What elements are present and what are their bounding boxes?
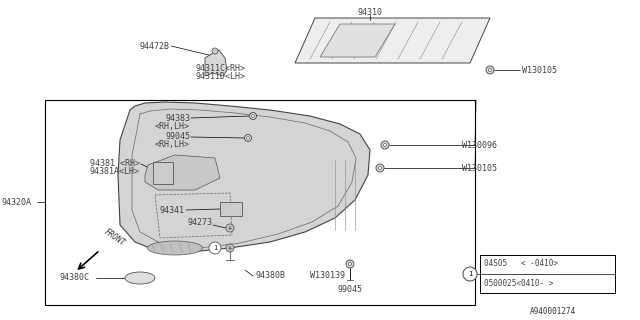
Polygon shape	[118, 102, 370, 252]
Circle shape	[381, 141, 389, 149]
Text: <RH,LH>: <RH,LH>	[155, 140, 190, 148]
Ellipse shape	[125, 272, 155, 284]
Bar	[480, 255, 615, 293]
Text: 99045: 99045	[337, 285, 362, 294]
Circle shape	[250, 113, 257, 119]
Text: 1: 1	[213, 245, 217, 251]
Circle shape	[226, 224, 234, 232]
Circle shape	[488, 68, 492, 72]
Text: 94472B: 94472B	[140, 42, 170, 51]
Text: 99045: 99045	[165, 132, 190, 140]
Circle shape	[486, 66, 494, 74]
Text: W130105: W130105	[522, 66, 557, 75]
Polygon shape	[145, 155, 220, 190]
Circle shape	[383, 143, 387, 147]
Bar	[153, 162, 173, 184]
Text: 94381A<LH>: 94381A<LH>	[90, 166, 140, 175]
Circle shape	[244, 134, 252, 141]
Ellipse shape	[147, 241, 202, 255]
Text: FRONT: FRONT	[103, 228, 127, 248]
Text: 94380C: 94380C	[60, 274, 90, 283]
Bar	[45, 100, 475, 305]
Circle shape	[463, 267, 477, 281]
Text: W130105: W130105	[462, 164, 497, 172]
Polygon shape	[295, 18, 490, 63]
Text: A940001274: A940001274	[530, 308, 576, 316]
Circle shape	[246, 137, 250, 140]
Polygon shape	[320, 24, 395, 57]
Text: 94273: 94273	[187, 218, 212, 227]
Circle shape	[348, 262, 351, 266]
Text: 04S05   < -0410>: 04S05 < -0410>	[484, 260, 558, 268]
Circle shape	[252, 115, 255, 117]
Polygon shape	[205, 50, 227, 76]
Text: 94380B: 94380B	[255, 271, 285, 281]
Circle shape	[376, 164, 384, 172]
Circle shape	[212, 48, 218, 54]
Text: 94381 <RH>: 94381 <RH>	[90, 158, 140, 167]
Text: W130096: W130096	[462, 140, 497, 149]
Circle shape	[226, 244, 234, 252]
Circle shape	[378, 166, 381, 170]
Text: 1: 1	[468, 271, 472, 277]
Bar	[220, 202, 242, 216]
Text: 94341: 94341	[160, 205, 185, 214]
Circle shape	[209, 242, 221, 254]
Text: 94383: 94383	[165, 114, 190, 123]
Text: 0500025<0410- >: 0500025<0410- >	[484, 278, 554, 287]
Text: 94311C<RH>: 94311C<RH>	[195, 63, 245, 73]
Text: W130139: W130139	[310, 271, 345, 281]
Text: <RH,LH>: <RH,LH>	[155, 122, 190, 131]
Text: 94310: 94310	[358, 7, 383, 17]
Circle shape	[346, 260, 354, 268]
Text: 94320A: 94320A	[2, 197, 32, 206]
Text: 94311D<LH>: 94311D<LH>	[195, 71, 245, 81]
